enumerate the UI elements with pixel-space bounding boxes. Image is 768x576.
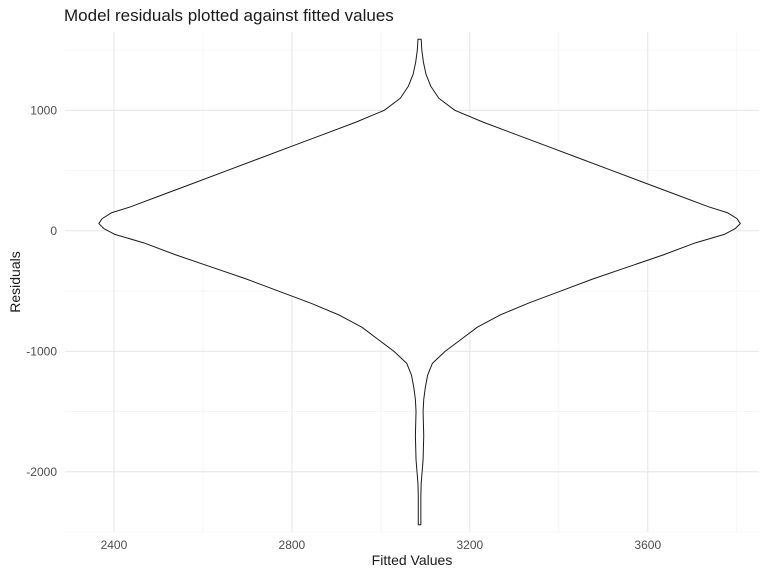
chart-title: Model residuals plotted against fitted v… xyxy=(64,6,394,25)
y-axis-label: Residuals xyxy=(7,251,23,313)
y-tick-label: 1000 xyxy=(30,103,57,117)
y-tick-label: -1000 xyxy=(26,344,57,358)
x-axis-label: Fitted Values xyxy=(371,552,453,568)
x-tick-label: 2800 xyxy=(279,538,306,552)
x-tick-label: 2400 xyxy=(101,538,128,552)
minor-gridlines xyxy=(65,32,759,533)
violin-shape xyxy=(98,38,741,526)
y-tick-label: 0 xyxy=(50,224,57,238)
y-tick-labels: -2000 -1000 0 1000 xyxy=(26,103,57,478)
x-tick-label: 3600 xyxy=(634,538,661,552)
violin-layer xyxy=(98,38,741,526)
y-tick-label: -2000 xyxy=(26,465,57,479)
x-tick-label: 3200 xyxy=(456,538,483,552)
x-tick-labels: 2400 2800 3200 3600 xyxy=(101,538,662,552)
